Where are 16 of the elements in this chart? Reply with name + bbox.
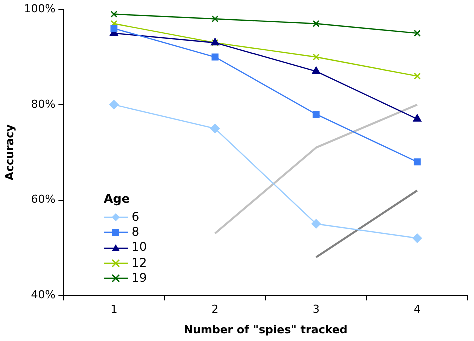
y-tick-label: 100%: [24, 2, 56, 16]
x-tick-label: 1: [110, 303, 118, 316]
y-axis-title: Accuracy: [3, 124, 16, 181]
legend-label: 8: [132, 225, 140, 240]
legend-label: 12: [132, 256, 148, 270]
legend-title: Age: [104, 192, 132, 207]
y-tick-label: 80%: [31, 98, 56, 111]
legend-label: 19: [132, 270, 148, 285]
x-tick-label: 2: [212, 303, 219, 316]
y-tick-label: 60%: [31, 193, 56, 206]
x-tick-label: 3: [312, 303, 320, 316]
y-tick-label: 40%: [31, 288, 56, 302]
x-tick-label: 4: [414, 303, 421, 316]
x-axis-title: Number of "spies" tracked: [184, 323, 348, 336]
legend-label: 10: [132, 240, 148, 254]
legend-label: 6: [132, 210, 140, 224]
